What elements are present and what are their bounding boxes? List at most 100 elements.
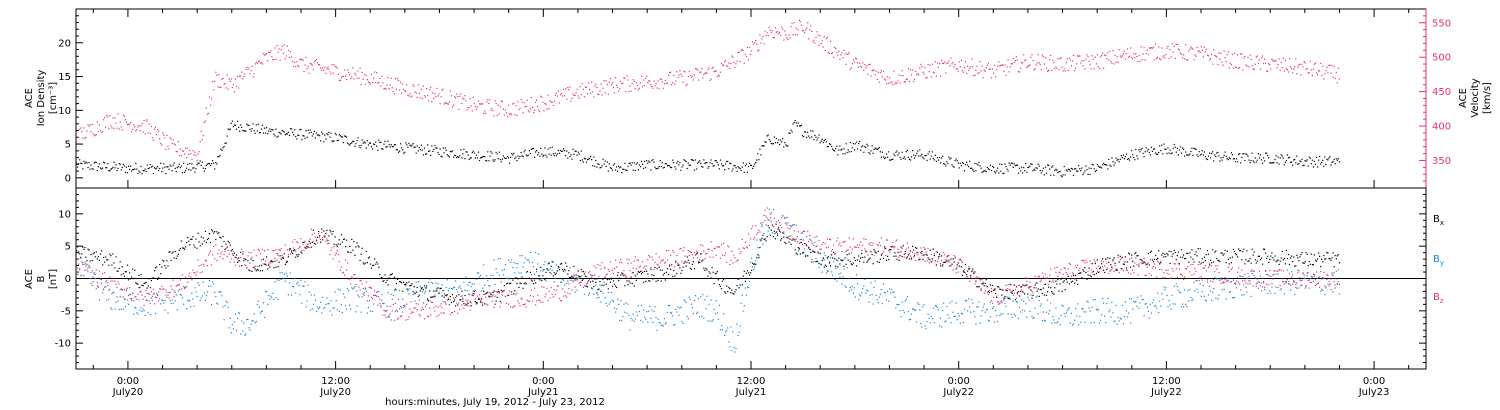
- density-series-point: [1280, 154, 1282, 156]
- by-series-point: [480, 274, 482, 277]
- density-series-point: [80, 162, 82, 164]
- density-series-point: [1080, 170, 1082, 172]
- by-series-point: [1155, 305, 1157, 307]
- bx-series-point: [827, 256, 829, 258]
- bx-series-point: [813, 251, 815, 253]
- velocity-series-point: [165, 148, 167, 151]
- density-series-point: [584, 158, 586, 160]
- density-series-point: [654, 166, 656, 168]
- by-series-point: [833, 261, 835, 263]
- by-series-point: [1065, 312, 1067, 314]
- by-series-point: [202, 281, 204, 283]
- bx-series-point: [863, 261, 865, 263]
- velocity-series-point: [491, 108, 493, 110]
- bx-series-point: [946, 260, 948, 262]
- bx-series-point: [169, 251, 171, 253]
- velocity-series-point: [580, 94, 582, 96]
- bx-series-point: [165, 267, 167, 269]
- bx-series-point: [266, 256, 268, 258]
- by-series-point: [584, 285, 586, 287]
- bx-series-point: [271, 260, 273, 262]
- bx-series-point: [530, 279, 532, 281]
- density-series-point: [1291, 161, 1293, 163]
- bx-series-point: [230, 250, 232, 252]
- velocity-series-point: [404, 90, 406, 92]
- by-series-point: [1190, 296, 1192, 299]
- density-series-point: [1179, 146, 1182, 148]
- ylabel-line: [nT]: [48, 269, 59, 289]
- velocity-series-point: [852, 59, 854, 61]
- density-series-point: [1067, 168, 1069, 170]
- density-series-point: [81, 162, 83, 164]
- density-series-point: [295, 135, 297, 138]
- density-series-point: [1200, 153, 1202, 155]
- density-series-point: [435, 147, 437, 149]
- bx-series-point: [278, 261, 280, 263]
- density-series-point: [234, 124, 237, 126]
- velocity-series-point: [966, 72, 968, 75]
- bx-series-point: [625, 277, 627, 279]
- by-series-point: [686, 315, 688, 317]
- density-series-point: [1310, 163, 1312, 165]
- velocity-series-point: [212, 81, 214, 83]
- density-series-point: [388, 144, 390, 146]
- density-series-point: [516, 160, 518, 162]
- bx-series-point: [158, 277, 160, 279]
- by-series-point: [436, 287, 438, 290]
- velocity-series-point: [551, 101, 553, 103]
- velocity-series-point: [505, 112, 508, 114]
- bx-series-point: [605, 283, 607, 285]
- velocity-series-point: [352, 67, 354, 69]
- by-series-point: [617, 298, 619, 300]
- velocity-series-point: [843, 49, 845, 51]
- density-series-point: [309, 129, 311, 131]
- velocity-series-point: [1170, 56, 1172, 58]
- density-series-point: [308, 132, 310, 134]
- velocity-series-point: [1283, 70, 1285, 72]
- by-series-point: [1216, 278, 1218, 280]
- velocity-series-point: [563, 88, 565, 90]
- density-series-point: [1226, 158, 1228, 160]
- velocity-series-point: [705, 71, 707, 73]
- velocity-series-point: [443, 103, 445, 105]
- velocity-series-point: [773, 37, 775, 39]
- by-series-point: [315, 310, 318, 312]
- by-series-point: [846, 267, 848, 269]
- by-series-point: [1094, 299, 1096, 301]
- density-series-point: [895, 151, 897, 153]
- velocity-series-point: [423, 95, 426, 97]
- top-panel-frame: [75, 8, 1427, 189]
- density-series-point: [251, 128, 253, 130]
- density-series-point: [1051, 166, 1053, 168]
- velocity-series-point: [330, 73, 332, 75]
- density-series-point: [332, 141, 334, 143]
- by-series-point: [116, 296, 118, 298]
- density-series-point: [449, 150, 451, 153]
- by-series-point: [484, 284, 486, 286]
- velocity-series-point: [1309, 60, 1311, 62]
- by-series-point: [417, 281, 419, 283]
- density-series-point: [636, 162, 638, 164]
- bx-series-point: [157, 278, 159, 280]
- density-series-point: [1022, 172, 1024, 174]
- density-series-point: [650, 169, 652, 171]
- bx-series-point: [579, 276, 581, 278]
- density-series-point: [369, 142, 372, 144]
- bx-series-point: [619, 277, 621, 279]
- velocity-series-point: [99, 129, 102, 132]
- velocity-series-point: [162, 132, 164, 134]
- velocity-series-point: [224, 83, 226, 85]
- velocity-series-point: [1120, 56, 1122, 59]
- bx-series-point: [451, 294, 454, 296]
- bx-series-point: [102, 264, 104, 266]
- bx-series-point: [969, 268, 971, 270]
- velocity-series-point: [824, 50, 826, 52]
- velocity-series-point: [837, 54, 839, 56]
- by-series-point: [178, 288, 180, 291]
- bx-series-point: [435, 290, 437, 292]
- velocity-series-point: [410, 96, 412, 98]
- density-series-point: [990, 169, 993, 172]
- density-series-point: [141, 173, 143, 175]
- velocity-series-point: [678, 74, 680, 76]
- velocity-series-point: [116, 127, 118, 129]
